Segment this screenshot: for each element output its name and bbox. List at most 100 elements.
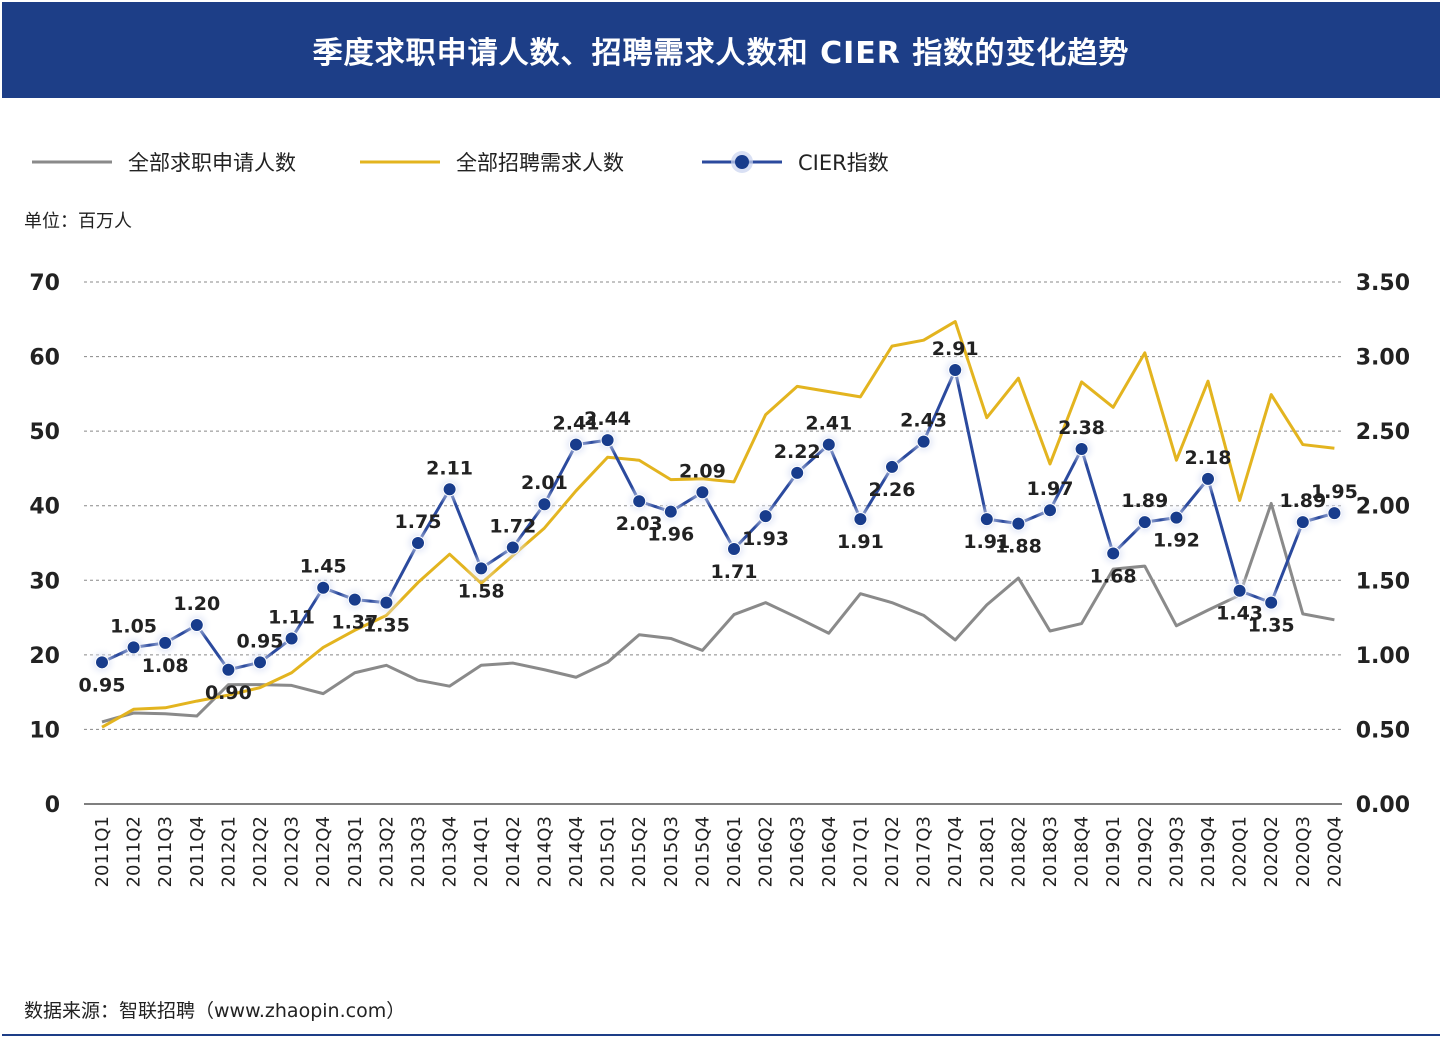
x-tick-label: 2017Q3 (914, 816, 935, 887)
x-tick-label: 2019Q4 (1198, 816, 1219, 887)
y-tick-label-right: 2.50 (1356, 420, 1410, 445)
y-tick-label-left: 20 (29, 644, 60, 669)
cier-point (1295, 515, 1310, 530)
cier-point (1264, 595, 1279, 610)
x-tick-label: 2011Q2 (124, 816, 145, 887)
cier-point (853, 512, 868, 527)
chart-title-banner: 季度求职申请人数、招聘需求人数和 CIER 指数的变化趋势 (2, 2, 1440, 98)
y-tick-label-right: 3.00 (1356, 346, 1410, 371)
x-tick-label: 2012Q4 (313, 816, 334, 887)
x-tick-label: 2019Q2 (1135, 816, 1156, 887)
legend-label-applicants: 全部求职申请人数 (128, 151, 296, 175)
cier-data-label: 1.89 (1279, 490, 1326, 512)
x-tick-label: 2011Q1 (92, 816, 113, 887)
cier-point (885, 459, 899, 474)
x-tick-label: 2012Q2 (250, 816, 271, 887)
cier-data-label: 2.26 (869, 479, 916, 501)
cier-data-label: 2.43 (900, 410, 947, 432)
x-tick-label: 2016Q2 (756, 816, 777, 887)
cier-data-label: 1.95 (1311, 481, 1358, 503)
y-tick-label-right: 0.00 (1356, 793, 1410, 818)
cier-point (537, 497, 552, 512)
cier-point (569, 437, 583, 452)
cier-point (158, 635, 173, 650)
chart-plot: 0 0.00 10 0.50 20 1.00 30 1.50 40 2.00 50 2.50 60 3.0… (29, 271, 1410, 887)
cier-point (347, 592, 362, 607)
series-line-demand (101, 320, 1335, 729)
cier-point (1106, 546, 1121, 561)
y-tick-label-right: 0.50 (1356, 718, 1410, 743)
x-tick-label: 2017Q4 (945, 816, 966, 887)
legend-swatch-applicants (32, 160, 112, 164)
y-tick-label-right: 2.00 (1356, 495, 1410, 520)
y-tick-label-left: 30 (29, 569, 60, 594)
cier-point (505, 540, 520, 555)
cier-data-label: 1.93 (742, 528, 789, 550)
cier-data-label: 1.35 (1248, 615, 1295, 637)
cier-data-label: 2.11 (426, 457, 473, 479)
cier-data-label: 0.95 (79, 674, 126, 696)
cier-point (916, 434, 931, 449)
cier-data-label: 1.05 (110, 615, 157, 637)
x-tick-label: 2011Q3 (155, 816, 176, 887)
x-tick-label: 2011Q4 (187, 816, 208, 887)
cier-data-label: 1.88 (995, 536, 1042, 558)
cier-point (253, 655, 267, 670)
cier-point (474, 561, 489, 576)
cier-point (600, 433, 615, 448)
source-note: 数据来源：智联招聘（www.zhaopin.com） (24, 1000, 406, 1022)
cier-data-label: 2.44 (584, 408, 631, 430)
cier-data-label: 2.01 (521, 472, 568, 494)
x-tick-label: 2012Q3 (282, 816, 303, 887)
legend-swatch-demand (360, 160, 440, 164)
x-tick-label: 2018Q2 (1008, 816, 1029, 887)
cier-data-label: 1.43 (1216, 603, 1263, 625)
chart-title: 季度求职申请人数、招聘需求人数和 CIER 指数的变化趋势 (312, 36, 1130, 71)
y-tick-label-left: 40 (29, 495, 60, 520)
cier-point (1043, 503, 1057, 518)
legend-item-applicants: 全部求职申请人数 (30, 140, 296, 184)
cier-point (379, 595, 394, 610)
legend-swatch-cier (702, 151, 782, 173)
cier-data-label: 2.41 (805, 413, 852, 435)
cier-point (1232, 583, 1247, 598)
cier-data-label: 1.91 (963, 531, 1010, 553)
cier-point (979, 512, 994, 527)
cier-data-label: 2.22 (774, 441, 821, 463)
x-tick-label: 2019Q3 (1166, 816, 1187, 887)
x-tick-label: 2014Q1 (471, 816, 492, 887)
cier-data-label: 1.96 (647, 524, 694, 546)
x-tick-label: 2020Q2 (1261, 816, 1282, 887)
cier-point (663, 504, 678, 519)
cier-point (189, 618, 204, 633)
cier-point (1169, 510, 1184, 525)
x-tick-label: 2016Q1 (724, 816, 745, 887)
y-tick-label-right: 1.50 (1356, 569, 1410, 594)
y-tick-label-right: 1.00 (1356, 644, 1410, 669)
x-tick-label: 2016Q3 (787, 816, 808, 887)
cier-point (727, 541, 741, 556)
cier-data-label: 1.71 (711, 561, 758, 583)
x-tick-label: 2017Q2 (882, 816, 903, 887)
cier-data-label: 0.95 (237, 630, 284, 652)
x-tick-label: 2015Q1 (598, 816, 619, 887)
x-tick-label: 2018Q1 (977, 816, 998, 887)
x-tick-label: 2015Q4 (692, 816, 713, 887)
cier-point (790, 465, 805, 480)
x-tick-label: 2015Q2 (629, 816, 650, 887)
cier-point (1327, 506, 1342, 521)
legend-label-demand: 全部招聘需求人数 (456, 151, 624, 175)
cier-point (284, 631, 299, 646)
cier-data-label: 2.41 (553, 413, 600, 435)
cier-data-label: 1.11 (268, 606, 315, 628)
y-tick-label-left: 0 (45, 793, 60, 818)
x-tick-label: 2014Q3 (534, 816, 555, 887)
x-tick-label: 2014Q2 (503, 816, 524, 887)
series-line-applicants (101, 501, 1335, 724)
cier-point (95, 655, 109, 670)
y-tick-label-left: 10 (29, 718, 60, 743)
cier-point (821, 437, 836, 452)
cier-point (1074, 442, 1089, 457)
cier-point (442, 482, 457, 497)
x-tick-label: 2017Q1 (850, 816, 871, 887)
